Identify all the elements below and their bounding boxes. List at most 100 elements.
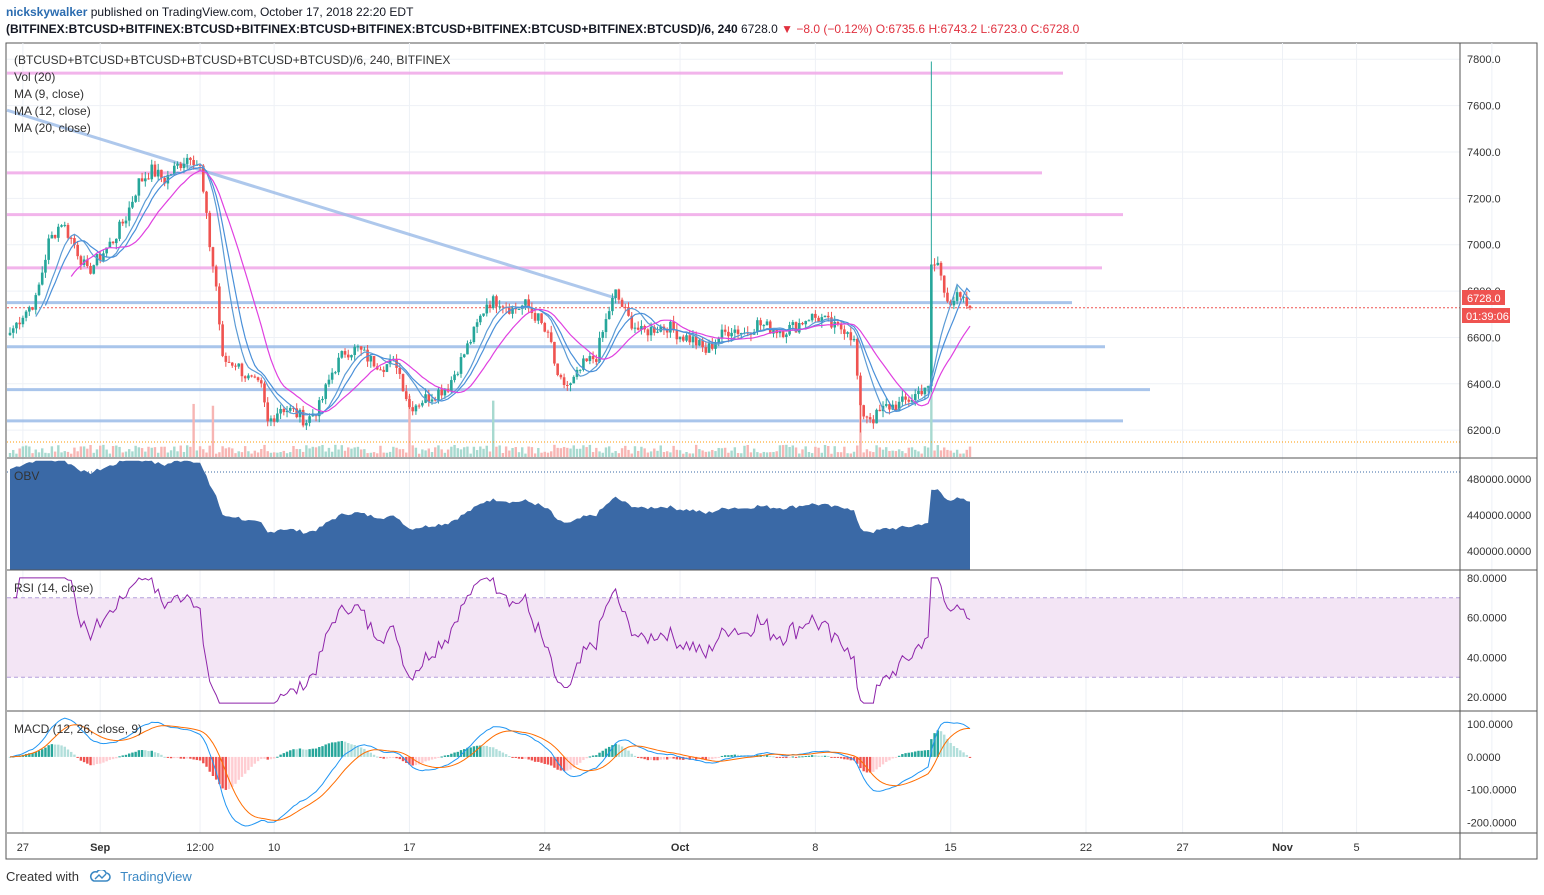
candle-body xyxy=(144,178,147,182)
macd-histogram-bar xyxy=(807,755,811,757)
volume-bar xyxy=(875,445,878,457)
macd-histogram-bar xyxy=(656,756,659,761)
volume-bar xyxy=(401,449,405,457)
macd-histogram-bar xyxy=(57,744,60,757)
volume-bar xyxy=(295,448,298,457)
volume-bar xyxy=(959,453,962,457)
macd-histogram-bar xyxy=(179,756,182,759)
macd-histogram-bar xyxy=(192,756,195,760)
volume-bar xyxy=(640,446,643,457)
time-axis[interactable]: 27 Sep 12:00 10 17 24 Oct 8 15 22 27 Nov 5 xyxy=(17,842,1360,854)
macd-histogram-bar xyxy=(118,756,121,758)
candle-body xyxy=(417,405,421,407)
macd-histogram-bar xyxy=(237,756,240,780)
volume-bar xyxy=(53,451,57,457)
candle-body xyxy=(98,254,102,261)
pane-dividers[interactable] xyxy=(7,43,1537,859)
macd-histogram-bar xyxy=(566,756,569,771)
macd-histogram-bar xyxy=(337,741,340,757)
rsi-axis-tick: 40.0000 xyxy=(1467,652,1507,664)
macd-histogram-bar xyxy=(653,756,656,761)
time-axis-tick: 5 xyxy=(1354,842,1360,854)
legend-ma9[interactable]: MA (9, close) xyxy=(14,87,84,101)
volume-bar xyxy=(347,447,350,457)
volume-bar xyxy=(298,449,302,457)
macd-histogram-bar xyxy=(459,750,463,757)
price-axis-tick: 7400.0 xyxy=(1467,147,1501,159)
legend-obv[interactable]: OBV xyxy=(14,469,39,483)
macd-histogram-bar xyxy=(943,734,946,757)
volume-bars xyxy=(7,392,1460,457)
volume-bar xyxy=(943,447,946,457)
candle-body xyxy=(942,275,946,293)
candle-body xyxy=(31,307,34,310)
volume-bar xyxy=(256,452,260,457)
candle-body xyxy=(624,306,627,308)
candle-body xyxy=(363,349,366,351)
candle-body xyxy=(936,262,940,266)
candle-body xyxy=(153,164,157,177)
legend-ma12[interactable]: MA (12, close) xyxy=(14,104,91,118)
macd-histogram-bar xyxy=(131,752,134,757)
candle-body xyxy=(952,300,956,306)
macd-histogram-bar xyxy=(543,756,546,764)
legend-rsi[interactable]: RSI (14, close) xyxy=(14,581,93,595)
candle-body xyxy=(875,409,878,424)
volume-bar xyxy=(211,405,215,457)
candle-body xyxy=(891,404,894,410)
candle-body xyxy=(810,313,814,321)
macd-histogram-bar xyxy=(314,748,318,757)
volume-bar xyxy=(798,453,801,457)
candle-body xyxy=(50,234,54,239)
candle-body xyxy=(901,396,904,402)
volume-bar xyxy=(269,452,273,457)
volume-bar xyxy=(243,446,247,457)
macd-histogram-bar xyxy=(430,756,434,760)
macd-histogram-bar xyxy=(582,756,585,761)
macd-histogram-bar xyxy=(562,756,566,772)
candle-body xyxy=(324,384,328,399)
candle-body xyxy=(214,266,218,287)
candle-body xyxy=(730,332,733,337)
candle-body xyxy=(388,359,392,365)
volume-bar xyxy=(266,451,269,457)
volume-bar xyxy=(891,450,894,457)
legend-ma20[interactable]: MA (20, close) xyxy=(14,121,91,135)
macd-histogram-bar xyxy=(524,756,527,759)
legend-volume[interactable]: Vol (20) xyxy=(14,70,55,84)
legend-macd[interactable]: MACD (12, 26, close, 9) xyxy=(14,722,142,736)
macd-histogram-bar xyxy=(611,745,614,757)
macd-histogram-bar xyxy=(115,756,118,759)
volume-bar xyxy=(173,446,176,457)
candle-body xyxy=(356,346,360,348)
volume-bar xyxy=(852,451,856,457)
candle-body xyxy=(472,326,476,343)
volume-bar xyxy=(182,451,186,457)
candle-body xyxy=(694,336,698,346)
candle-body xyxy=(907,399,911,402)
volume-bar xyxy=(18,448,21,457)
price-axis[interactable]: 6200.06400.06600.06800.07000.07200.07400… xyxy=(1467,54,1531,829)
candle-body xyxy=(131,201,134,208)
macd-histogram-bar xyxy=(134,751,137,757)
candle-body xyxy=(527,299,530,309)
candle-body xyxy=(414,405,418,412)
candle-body xyxy=(604,319,608,333)
volume-bar xyxy=(231,448,234,457)
volume-bar xyxy=(272,452,276,457)
candle-body xyxy=(346,354,350,358)
tradingview-brand-link[interactable]: TradingView xyxy=(120,869,192,884)
time-axis-tick: 10 xyxy=(268,842,280,854)
volume-bar xyxy=(89,445,92,457)
candle-body xyxy=(115,238,118,244)
candle-body xyxy=(804,321,808,325)
volume-bar xyxy=(482,448,485,457)
volume-bar xyxy=(894,451,898,457)
candle-body xyxy=(817,317,820,323)
volume-bar xyxy=(810,453,814,457)
author-name[interactable]: nickskywalker xyxy=(6,5,88,19)
candle-body xyxy=(276,413,279,422)
candle-body xyxy=(946,292,949,302)
volume-bar xyxy=(540,452,543,457)
